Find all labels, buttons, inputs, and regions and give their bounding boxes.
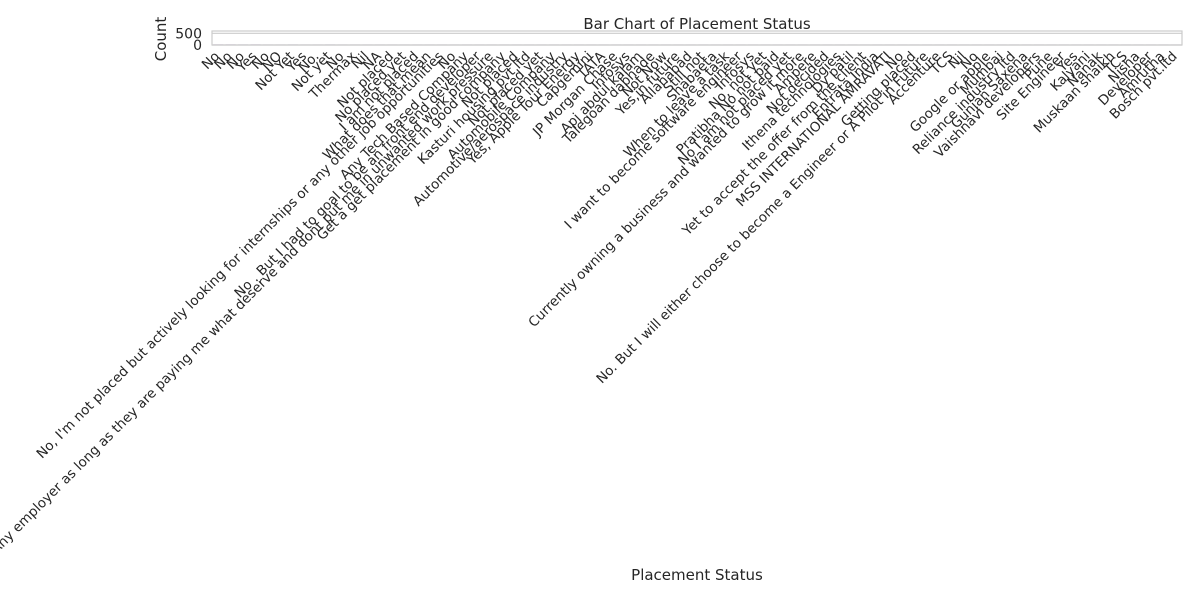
y-axis-label: Count [152,17,170,62]
chart-title: Bar Chart of Placement Status [583,15,810,33]
x-axis-label: Placement Status [631,566,763,584]
y-tick-label: 500 [175,26,202,42]
